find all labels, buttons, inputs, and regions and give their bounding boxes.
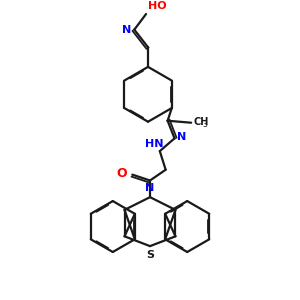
Text: O: O [117,167,128,180]
Text: S: S [146,250,154,260]
Text: N: N [146,183,154,193]
Text: N: N [122,25,131,35]
Text: HO: HO [148,1,167,11]
Text: CH: CH [193,117,208,127]
Text: N: N [177,132,187,142]
Text: HN: HN [145,139,163,149]
Text: 3: 3 [203,120,208,129]
